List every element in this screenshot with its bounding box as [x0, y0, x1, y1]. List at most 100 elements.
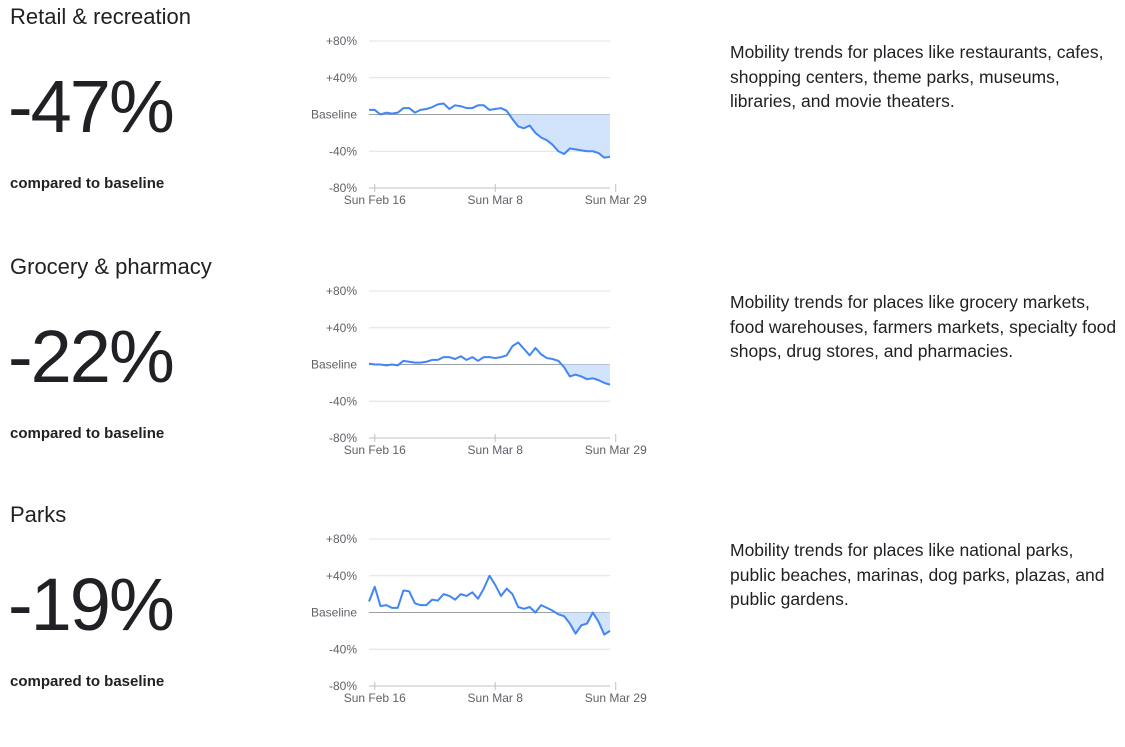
- data-point: [603, 382, 605, 384]
- data-point: [391, 364, 393, 366]
- data-point: [437, 359, 439, 361]
- data-point: [454, 599, 456, 601]
- data-point: [546, 139, 548, 141]
- data-point: [483, 104, 485, 106]
- y-tick-label: -40%: [329, 144, 357, 158]
- data-point: [517, 606, 519, 608]
- data-point: [563, 615, 565, 617]
- y-tick-label: +40%: [326, 569, 357, 583]
- data-point: [368, 600, 370, 602]
- data-point: [443, 593, 445, 595]
- data-point: [443, 356, 445, 358]
- data-point: [414, 602, 416, 604]
- data-point: [448, 108, 450, 110]
- data-point: [420, 604, 422, 606]
- section-description: Mobility trends for places like grocery …: [730, 292, 1117, 361]
- data-point: [408, 361, 410, 363]
- data-point: [552, 144, 554, 146]
- data-point: [431, 599, 433, 601]
- data-point: [598, 152, 600, 154]
- baseline-caption: compared to baseline: [10, 175, 165, 192]
- data-point: [454, 358, 456, 360]
- data-point: [563, 153, 565, 155]
- trend-line: [368, 574, 611, 636]
- data-point: [460, 593, 462, 595]
- data-point: [557, 360, 559, 362]
- data-point: [443, 102, 445, 104]
- data-point: [414, 362, 416, 364]
- y-tick-label: -80%: [329, 679, 357, 693]
- data-point: [529, 354, 531, 356]
- section-title: Parks: [10, 502, 67, 527]
- section-title: Grocery & pharmacy: [10, 254, 212, 279]
- y-tick-label: -80%: [329, 431, 357, 445]
- data-point: [454, 104, 456, 106]
- data-point: [402, 107, 404, 109]
- data-point: [586, 378, 588, 380]
- y-tick-label: +80%: [326, 34, 357, 48]
- data-point: [494, 357, 496, 359]
- y-tick-label: Baseline: [311, 606, 357, 620]
- x-tick-label: Sun Mar 29: [585, 443, 647, 457]
- trend-line: [369, 102, 611, 159]
- data-point: [379, 364, 381, 366]
- data-point: [506, 354, 508, 356]
- data-point: [603, 634, 605, 636]
- data-point: [494, 584, 496, 586]
- data-point: [460, 355, 462, 357]
- metric-section: Parks -19% compared to baseline Mobility tr…: [0, 498, 1125, 747]
- data-point: [408, 107, 410, 109]
- trend-chart: +80% +40% Baseline -40% -80%Sun Feb 16 Sun Ma…: [311, 532, 647, 705]
- data-point: [414, 112, 416, 114]
- data-point: [580, 149, 582, 151]
- data-point: [374, 109, 376, 111]
- data-point: [379, 114, 381, 116]
- data-point: [460, 105, 462, 107]
- y-tick-label: Baseline: [311, 108, 357, 122]
- data-point: [586, 623, 588, 625]
- data-point: [517, 125, 519, 127]
- data-point: [483, 356, 485, 358]
- data-point: [489, 575, 491, 577]
- data-point: [569, 375, 571, 377]
- data-point: [592, 612, 594, 614]
- data-point: [368, 109, 370, 111]
- data-point: [420, 362, 422, 364]
- data-point: [385, 112, 387, 114]
- trend-chart: +80% +40% Baseline -40% -80%Sun Feb 16 Sun Ma…: [311, 34, 647, 207]
- data-point: [385, 364, 387, 366]
- data-point: [523, 608, 525, 610]
- data-point: [592, 150, 594, 152]
- data-point: [431, 106, 433, 108]
- data-point: [523, 127, 525, 129]
- data-point: [466, 595, 468, 597]
- trend-chart: +80% +40% Baseline -40% -80%Sun Feb 16 Sun Ma…: [311, 284, 647, 457]
- data-point: [529, 125, 531, 127]
- data-point: [575, 374, 577, 376]
- data-point: [552, 610, 554, 612]
- data-point: [552, 358, 554, 360]
- y-tick-label: +40%: [326, 321, 357, 335]
- y-tick-label: +80%: [326, 532, 357, 546]
- below-baseline-area: [369, 114, 610, 158]
- data-point: [448, 595, 450, 597]
- data-point: [511, 118, 513, 120]
- data-point: [374, 364, 376, 366]
- data-point: [506, 110, 508, 112]
- data-point: [420, 109, 422, 111]
- data-point: [477, 104, 479, 106]
- data-point: [569, 147, 571, 149]
- data-point: [483, 588, 485, 590]
- baseline-caption: compared to baseline: [10, 425, 165, 442]
- data-point: [408, 590, 410, 592]
- data-point: [534, 612, 536, 614]
- data-point: [471, 107, 473, 109]
- data-point: [506, 588, 508, 590]
- data-point: [534, 347, 536, 349]
- data-point: [575, 148, 577, 150]
- data-point: [448, 356, 450, 358]
- data-point: [425, 604, 427, 606]
- data-point: [397, 607, 399, 609]
- data-point: [489, 356, 491, 358]
- data-point: [540, 353, 542, 355]
